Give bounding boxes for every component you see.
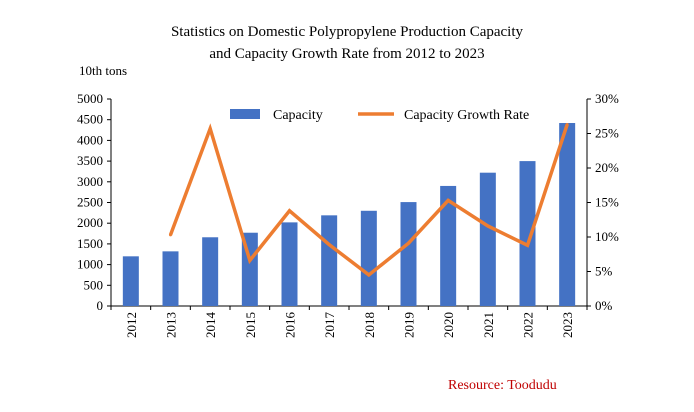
y-left-tick-label: 3500	[77, 153, 103, 168]
bar-capacity	[162, 251, 179, 306]
bar-capacity	[479, 172, 496, 306]
growth-rate-point	[169, 233, 172, 237]
y-right-tick-label: 0%	[595, 298, 613, 313]
y-left-tick-label: 3000	[77, 174, 103, 189]
y-right-tick-label: 20%	[595, 160, 619, 175]
growth-rate-point	[446, 198, 450, 202]
y-left-tick-label: 500	[84, 277, 104, 292]
y-left-tick-label: 4000	[77, 132, 103, 147]
chart-title-line-1: Statistics on Domestic Polypropylene Pro…	[170, 24, 524, 40]
legend-swatch-capacity	[230, 109, 260, 119]
y-left-tick-label: 2500	[77, 195, 103, 210]
bar-capacity	[559, 123, 576, 307]
x-tick-label: 2020	[441, 312, 456, 338]
x-tick-label: 2017	[322, 312, 337, 339]
y-right-tick-label: 25%	[595, 126, 619, 141]
growth-rate-point	[248, 258, 252, 262]
chart-title-line-2: and Capacity Growth Rate from 2012 to 20…	[209, 46, 485, 62]
x-tick-label: 2013	[164, 312, 179, 338]
bar-capacity	[360, 210, 377, 306]
y-right-tick-label: 15%	[595, 195, 619, 210]
y-left-tick-label: 0	[97, 298, 104, 313]
bar-capacity	[519, 161, 536, 306]
bar-capacity	[440, 185, 457, 306]
bar-capacity	[202, 237, 219, 306]
y-right-tick-label: 10%	[595, 229, 619, 244]
growth-rate-point	[327, 243, 331, 247]
growth-rate-point	[407, 241, 410, 245]
source-note: Resource: Toodudu	[448, 378, 557, 393]
x-tick-label: 2022	[521, 312, 536, 338]
y-left-tick-label: 1500	[77, 236, 103, 251]
x-tick-label: 2016	[283, 312, 298, 339]
growth-rate-point	[288, 209, 291, 213]
y-left-tick-label: 4500	[77, 112, 103, 127]
y-right-tick-label: 5%	[595, 264, 613, 279]
x-tick-label: 2021	[481, 312, 496, 338]
growth-rate-point	[208, 127, 212, 131]
bar-capacity	[321, 215, 338, 306]
x-tick-label: 2023	[560, 312, 575, 338]
x-tick-label: 2018	[362, 312, 377, 338]
x-tick-label: 2012	[124, 312, 139, 338]
bar-capacity	[122, 256, 139, 306]
y-left-unit-label: 10th tons	[79, 63, 127, 78]
growth-rate-point	[367, 273, 371, 277]
bar-capacity	[281, 222, 298, 306]
y-left-tick-label: 5000	[77, 91, 103, 106]
x-tick-label: 2015	[243, 312, 258, 338]
growth-rate-point	[486, 224, 490, 228]
x-tick-label: 2019	[402, 312, 417, 338]
growth-rate-point	[526, 243, 529, 247]
y-right-tick-label: 30%	[595, 91, 619, 106]
growth-rate-point	[565, 123, 569, 127]
y-left-tick-label: 1000	[77, 257, 103, 272]
bar-capacity	[400, 202, 417, 306]
x-tick-label: 2014	[203, 312, 218, 339]
legend-label-capacity: Capacity	[273, 108, 323, 123]
legend-label-growth-rate: Capacity Growth Rate	[404, 108, 529, 123]
y-left-tick-label: 2000	[77, 215, 103, 230]
